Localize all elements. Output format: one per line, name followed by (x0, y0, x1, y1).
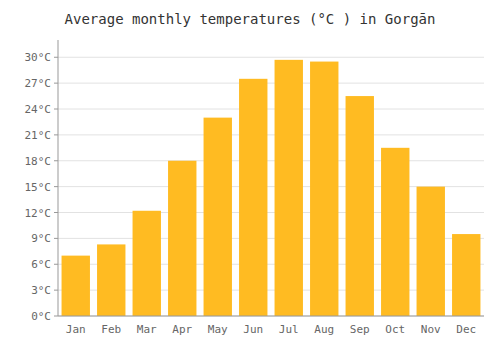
y-tick-label: 15°C (25, 181, 52, 194)
y-tick (54, 316, 58, 317)
y-tick (54, 264, 58, 265)
y-tick-label: 9°C (31, 232, 51, 245)
x-tick-label: Jun (243, 323, 263, 336)
x-tick-label: Nov (421, 323, 441, 336)
y-tick (54, 160, 58, 161)
y-tick-label: 24°C (25, 103, 52, 116)
x-tick-label: Jul (279, 323, 299, 336)
y-axis: 0°C 3°C 6°C 9°C 12°C 15°C 18°C 21°C 24°C 27°C 30°C (25, 40, 59, 323)
bar (381, 148, 409, 316)
y-tick (54, 186, 58, 187)
grid-line (58, 109, 484, 110)
bar (275, 60, 303, 316)
x-tick-label: Apr (172, 323, 192, 336)
x-axis-line (58, 316, 484, 317)
x-tick-label: Mar (137, 323, 157, 336)
bar (62, 256, 90, 316)
bar (310, 62, 338, 316)
y-tick (54, 109, 58, 110)
grid-line (58, 83, 484, 84)
x-tick-label: Jan (66, 323, 86, 336)
grid-line (58, 160, 484, 161)
y-tick-label: 21°C (25, 129, 52, 142)
bar (346, 96, 374, 316)
bar (133, 211, 161, 316)
x-tick-label: Dec (456, 323, 476, 336)
x-tick-label: May (208, 323, 228, 336)
bar (417, 187, 445, 316)
x-axis: Jan Feb Mar Apr May Jun Jul Aug Sep Oct Nov Dec (58, 316, 484, 336)
chart-container: Average monthly temperatures (°C ) in Go… (0, 0, 500, 350)
y-axis-line (58, 40, 59, 316)
y-tick-label: 30°C (25, 51, 52, 64)
y-tick (54, 134, 58, 135)
y-tick (54, 290, 58, 291)
bar (97, 244, 125, 316)
x-tick-label: Sep (350, 323, 370, 336)
y-tick (54, 57, 58, 58)
grid-line (58, 316, 484, 317)
grid (58, 57, 484, 316)
bar (204, 118, 232, 316)
y-tick (54, 83, 58, 84)
y-tick-label: 6°C (31, 258, 51, 271)
y-tick (54, 212, 58, 213)
x-tick-label: Oct (385, 323, 405, 336)
y-tick-label: 18°C (25, 155, 52, 168)
x-tick-label: Aug (314, 323, 334, 336)
y-tick-label: 12°C (25, 207, 52, 220)
bar (168, 161, 196, 316)
title: Average monthly temperatures (°C ) in Go… (65, 11, 436, 27)
y-tick-label: 3°C (31, 284, 51, 297)
bars (62, 60, 481, 316)
grid-line (58, 57, 484, 58)
bar (452, 234, 480, 316)
x-tick-label: Feb (101, 323, 121, 336)
grid-line (58, 134, 484, 135)
y-tick (54, 238, 58, 239)
y-tick-label: 0°C (31, 310, 51, 323)
chart: Average monthly temperatures (°C ) in Go… (0, 0, 500, 350)
y-tick-label: 27°C (25, 77, 52, 90)
bar (239, 79, 267, 316)
